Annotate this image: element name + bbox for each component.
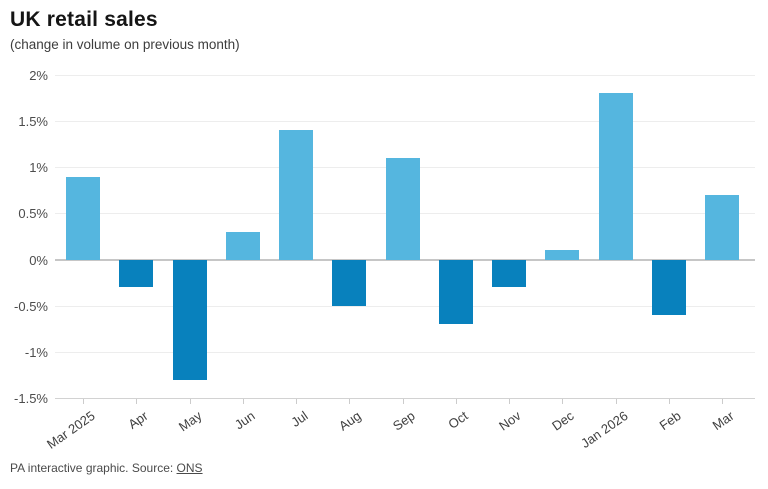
gridline	[55, 305, 755, 307]
x-axis-tick	[296, 399, 297, 405]
x-axis-tick	[402, 399, 404, 405]
x-axis-tick	[242, 399, 244, 405]
x-axis-tick	[562, 399, 564, 405]
y-axis-tick-label: -1%	[24, 344, 48, 360]
y-axis-tick-label: -0.5%	[14, 298, 48, 314]
y-axis-tick-label: 2%	[29, 68, 48, 83]
x-axis-tick	[349, 399, 351, 405]
y-axis-tick-label: -1.5%	[14, 391, 48, 407]
bar[interactable]	[545, 250, 580, 260]
y-axis-tick-label: 1.5%	[18, 114, 48, 130]
x-axis-tick	[509, 399, 510, 405]
bar[interactable]	[225, 231, 260, 260]
x-axis-line	[55, 398, 755, 400]
bar[interactable]	[119, 259, 154, 288]
gridline	[55, 351, 755, 353]
zero-baseline	[55, 258, 755, 261]
x-axis-tick	[722, 399, 723, 405]
bar[interactable]	[279, 130, 313, 260]
bar[interactable]	[385, 158, 420, 260]
bar[interactable]	[438, 259, 473, 325]
source-link[interactable]: ONS	[176, 461, 203, 475]
x-axis-tick	[668, 399, 670, 405]
bar[interactable]	[172, 259, 207, 380]
bar[interactable]	[332, 259, 367, 306]
y-axis-tick-label: 0%	[29, 252, 48, 268]
x-axis-tick	[455, 399, 457, 405]
gridline	[55, 75, 755, 76]
bar[interactable]	[598, 93, 633, 260]
bar[interactable]	[66, 176, 100, 260]
credit-text: PA interactive graphic. Source:	[10, 461, 177, 475]
x-axis-tick	[83, 399, 84, 405]
y-axis-tick-label: 1%	[29, 160, 48, 176]
bar[interactable]	[492, 259, 526, 288]
x-axis-tick	[615, 399, 617, 405]
gridline	[55, 121, 755, 123]
x-axis-tick	[189, 399, 191, 405]
y-axis-tick-label: 0.5%	[18, 206, 48, 222]
chart-title: UK retail sales	[10, 8, 158, 31]
chart-subtitle: (change in volume on previous month)	[10, 37, 240, 52]
source-credit: PA interactive graphic. Source: ONS	[10, 461, 203, 475]
bar[interactable]	[705, 194, 739, 260]
x-axis-tick	[136, 399, 138, 405]
bar[interactable]	[651, 259, 686, 315]
